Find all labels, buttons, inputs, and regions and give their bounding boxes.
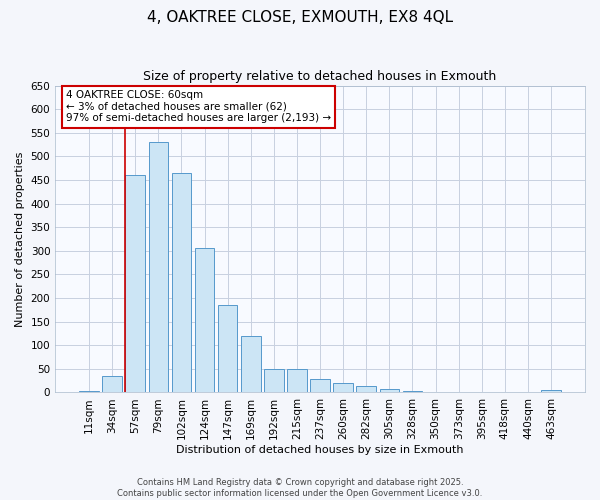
Bar bbox=[125, 176, 145, 392]
Bar bbox=[403, 391, 422, 392]
Y-axis label: Number of detached properties: Number of detached properties bbox=[15, 152, 25, 326]
Bar bbox=[541, 390, 561, 392]
Text: 4, OAKTREE CLOSE, EXMOUTH, EX8 4QL: 4, OAKTREE CLOSE, EXMOUTH, EX8 4QL bbox=[147, 10, 453, 25]
Bar bbox=[172, 173, 191, 392]
Bar bbox=[287, 369, 307, 392]
X-axis label: Distribution of detached houses by size in Exmouth: Distribution of detached houses by size … bbox=[176, 445, 464, 455]
Bar bbox=[380, 388, 399, 392]
Bar bbox=[103, 376, 122, 392]
Bar bbox=[195, 248, 214, 392]
Bar bbox=[218, 305, 238, 392]
Bar bbox=[356, 386, 376, 392]
Text: Contains HM Land Registry data © Crown copyright and database right 2025.
Contai: Contains HM Land Registry data © Crown c… bbox=[118, 478, 482, 498]
Title: Size of property relative to detached houses in Exmouth: Size of property relative to detached ho… bbox=[143, 70, 497, 83]
Text: 4 OAKTREE CLOSE: 60sqm
← 3% of detached houses are smaller (62)
97% of semi-deta: 4 OAKTREE CLOSE: 60sqm ← 3% of detached … bbox=[66, 90, 331, 124]
Bar bbox=[79, 391, 99, 392]
Bar bbox=[310, 379, 330, 392]
Bar bbox=[264, 369, 284, 392]
Bar bbox=[241, 336, 260, 392]
Bar bbox=[334, 383, 353, 392]
Bar bbox=[149, 142, 168, 393]
